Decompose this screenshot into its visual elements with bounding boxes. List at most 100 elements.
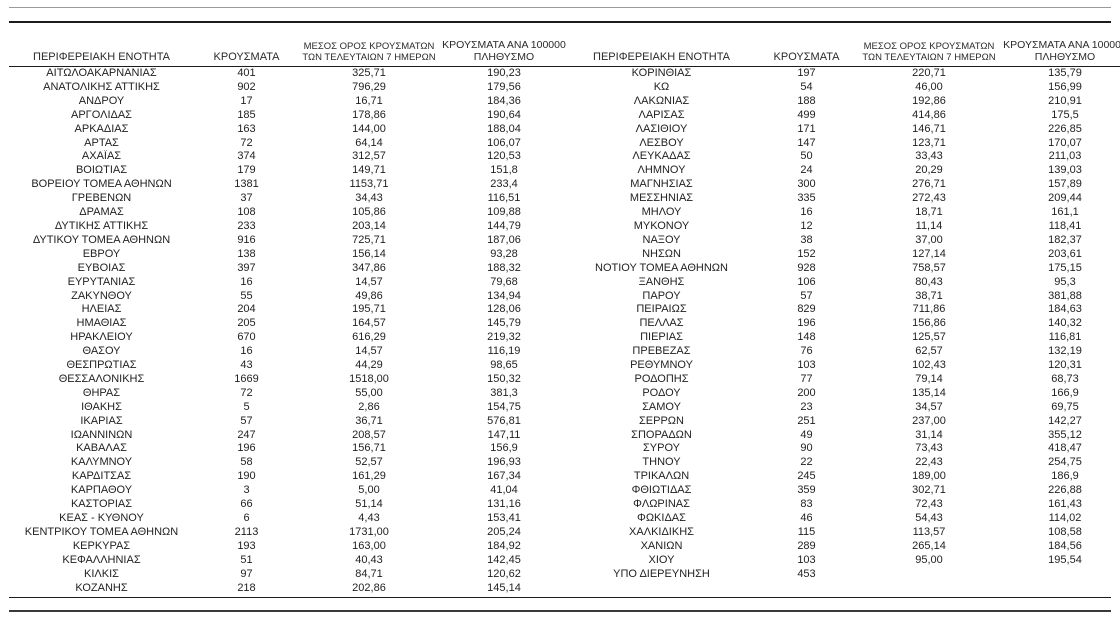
col-header-cases-right: ΚΡΟΥΣΜΑΤΑ	[754, 23, 859, 67]
table-cell: 127,14	[912, 247, 946, 260]
table-cell: ΦΩΚΙΔΑΣ	[637, 512, 686, 524]
table-body: ΑΙΤΩΛΟΑΚΑΡΝΑΝΙΑΣ 401 325,71 190,23 ΚΟΡΙΝΘΙΑΣ…	[9, 67, 1120, 596]
table-row: ΚΕΡΚΥΡΑΣ 193 163,00 184,92 ΧΑΝΙΩΝ 289 265,14 18…	[9, 540, 1120, 554]
table-cell: 76	[800, 345, 813, 358]
table-cell: ΑΙΤΩΛΟΑΚΑΡΝΑΝΙΑΣ	[46, 67, 157, 79]
table-cell: 44,29	[355, 359, 383, 372]
table-cell: ΑΡΤΑΣ	[84, 136, 119, 149]
table-cell: 147,11	[487, 428, 521, 441]
table-cell: 154,75	[487, 400, 521, 413]
table-cell: 103	[797, 359, 816, 372]
table-cell: ΛΑΡΙΣΑΣ	[638, 108, 685, 121]
table-cell: ΕΒΡΟΥ	[82, 247, 121, 260]
table-cell: 359	[797, 484, 816, 497]
table-cell: ΠΡΕΒΕΖΑΣ	[632, 345, 691, 358]
table-cell: 79,68	[490, 275, 518, 288]
table-cell: 272,43	[912, 192, 946, 205]
table-cell: 161,43	[1048, 498, 1082, 511]
table-cell: 14,57	[355, 345, 383, 358]
table-cell: ΚΑΣΤΟΡΙΑΣ	[70, 498, 133, 511]
table-cell: 50	[800, 150, 813, 163]
table-cell: 138	[237, 247, 256, 260]
regional-cases-report: ΠΕΡΙΦΕΡΕΙΑΚΗ ΕΝΟΤΗΤΑ ΚΡΟΥΣΜΑΤΑ ΜΕΣΟΣ ΟΡΟ…	[0, 7, 1120, 613]
table-cell: 118,41	[1048, 219, 1082, 232]
table-cell: 265,14	[912, 539, 946, 552]
table-cell: 144,00	[352, 122, 386, 135]
table-cell: ΠΕΛΛΑΣ	[639, 317, 684, 330]
table-cell: ΚΑΒΑΛΑΣ	[76, 442, 127, 455]
table-cell: ΥΠΟ ΔΙΕΡΕΥΝΗΣΗ	[613, 567, 710, 580]
table-cell: 499	[797, 108, 816, 121]
top-rule-light	[9, 7, 1111, 8]
table-cell: 40,43	[355, 553, 383, 566]
table-cell: 1153,71	[349, 178, 389, 191]
table-cell: 108	[237, 206, 256, 219]
table-cell	[999, 568, 1120, 582]
table-cell: 38,71	[915, 289, 943, 302]
table-cell: ΚΑΡΔΙΤΣΑΣ	[71, 470, 132, 483]
table-cell: 1731,00	[349, 525, 389, 538]
table-cell: 196	[797, 317, 816, 330]
col-header-region-right: ΠΕΡΙΦΕΡΕΙΑΚΗ ΕΝΟΤΗΤΑ	[569, 23, 754, 67]
table-cell: ΦΛΩΡΙΝΑΣ	[633, 498, 690, 511]
table-cell: 208,57	[352, 428, 386, 441]
table-cell: 226,88	[1048, 484, 1082, 497]
table-row: ΙΚΑΡΙΑΣ 57 36,71 576,81 ΣΕΡΡΩΝ 251 237,00 142,2…	[9, 415, 1120, 429]
table-cell: ΚΕΦΑΛΛΗΝΙΑΣ	[62, 553, 141, 566]
table-cell: 2113	[234, 525, 259, 538]
table-cell: 73,43	[915, 442, 943, 455]
table-cell: 57	[800, 289, 813, 302]
table-cell: ΠΕΙΡΑΙΩΣ	[636, 303, 687, 316]
table-cell: 41,04	[490, 484, 518, 497]
table-cell: 102,43	[912, 359, 946, 372]
table-header: ΠΕΡΙΦΕΡΕΙΑΚΗ ΕΝΟΤΗΤΑ ΚΡΟΥΣΜΑΤΑ ΜΕΣΟΣ ΟΡΟ…	[9, 23, 1120, 67]
table-cell: 62,57	[915, 345, 943, 358]
table-cell: 156,99	[1048, 80, 1082, 93]
table-cell: 219,32	[487, 331, 521, 344]
table-cell: ΜΕΣΣΗΝΙΑΣ	[629, 192, 694, 205]
table-cell: 34,57	[915, 400, 943, 413]
table-row: ΗΡΑΚΛΕΙΟΥ 670 616,29 219,32 ΠΙΕΡΙΑΣ 148 125,57…	[9, 331, 1120, 345]
table-cell: 397	[237, 261, 256, 274]
bottom-rule-closing	[9, 610, 1111, 613]
table-cell: 161,1	[1051, 206, 1079, 219]
table-cell: 147	[797, 136, 816, 149]
table-cell: 186,9	[1051, 470, 1079, 483]
table-cell: 37,00	[915, 233, 943, 246]
table-cell: 16	[240, 345, 253, 358]
table-cell: ΚΕΝΤΡΙΚΟΥ ΤΟΜΕΑ ΑΘΗΝΩΝ	[24, 525, 179, 538]
table-cell: ΑΡΓΟΛΙΔΑΣ	[71, 108, 132, 121]
table-cell: 120,31	[1048, 359, 1082, 372]
table-cell: 205	[237, 317, 256, 330]
table-cell: 156,71	[352, 442, 386, 455]
table-cell: 3	[243, 484, 250, 497]
regional-cases-table: ΠΕΡΙΦΕΡΕΙΑΚΗ ΕΝΟΤΗΤΑ ΚΡΟΥΣΜΑΤΑ ΜΕΣΟΣ ΟΡΟ…	[9, 23, 1120, 595]
table-cell: 711,86	[912, 303, 946, 316]
table-cell: 453	[797, 567, 816, 580]
table-cell: 54	[800, 80, 813, 93]
table-cell: 175,15	[1048, 261, 1082, 274]
table-cell: 14,57	[355, 275, 383, 288]
table-cell: ΛΕΥΚΑΔΑΣ	[632, 150, 691, 163]
table-row: ΚΟΖΑΝΗΣ 218 202,86 145,14	[9, 582, 1120, 596]
table-cell: ΣΕΡΡΩΝ	[639, 414, 684, 427]
table-cell	[999, 582, 1120, 596]
table-cell: 5,00	[358, 484, 380, 497]
table-row: ΚΕΑΣ - ΚΥΘΝΟΥ 6 4,43 153,41 ΦΩΚΙΔΑΣ 46 54,43 11…	[9, 512, 1120, 526]
table-row: ΙΘΑΚΗΣ 5 2,86 154,75 ΣΑΜΟΥ 23 34,57 69,75	[9, 401, 1120, 415]
table-row: ΑΙΤΩΛΟΑΚΑΡΝΑΝΙΑΣ 401 325,71 190,23 ΚΟΡΙΝΘΙΑΣ…	[9, 67, 1120, 81]
table-cell: 163,00	[352, 539, 386, 552]
table-row: ΚΑΡΔΙΤΣΑΣ 190 161,29 167,34 ΤΡΙΚΑΛΩΝ 245 189,0…	[9, 470, 1120, 484]
table-cell: 200	[797, 386, 816, 399]
table-cell: 190,23	[487, 67, 521, 79]
table-cell	[859, 568, 999, 582]
table-row: ΑΡΤΑΣ 72 64,14 106,07 ΛΕΣΒΟΥ 147 123,71 170,07	[9, 137, 1120, 151]
table-cell: ΘΗΡΑΣ	[82, 386, 121, 399]
table-cell: ΧΑΛΚΙΔΙΚΗΣ	[629, 525, 694, 538]
table-cell: 51	[240, 553, 253, 566]
table-cell: 251	[797, 414, 816, 427]
table-cell: 188	[797, 94, 816, 107]
table-cell: 55,00	[355, 386, 383, 399]
table-cell: 374	[237, 150, 256, 163]
table-cell: 114,02	[1048, 512, 1082, 524]
